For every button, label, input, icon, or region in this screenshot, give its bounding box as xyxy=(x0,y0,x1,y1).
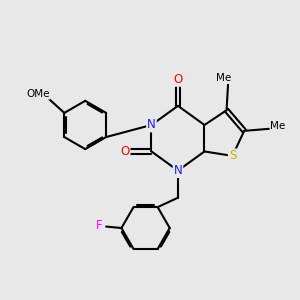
Text: Me: Me xyxy=(216,73,231,83)
Text: OMe: OMe xyxy=(26,89,50,99)
Text: N: N xyxy=(147,118,156,131)
Text: O: O xyxy=(120,145,130,158)
Text: O: O xyxy=(173,73,183,86)
Text: Me: Me xyxy=(271,121,286,131)
Text: F: F xyxy=(96,220,103,232)
Text: S: S xyxy=(229,149,236,162)
Text: N: N xyxy=(174,164,182,177)
